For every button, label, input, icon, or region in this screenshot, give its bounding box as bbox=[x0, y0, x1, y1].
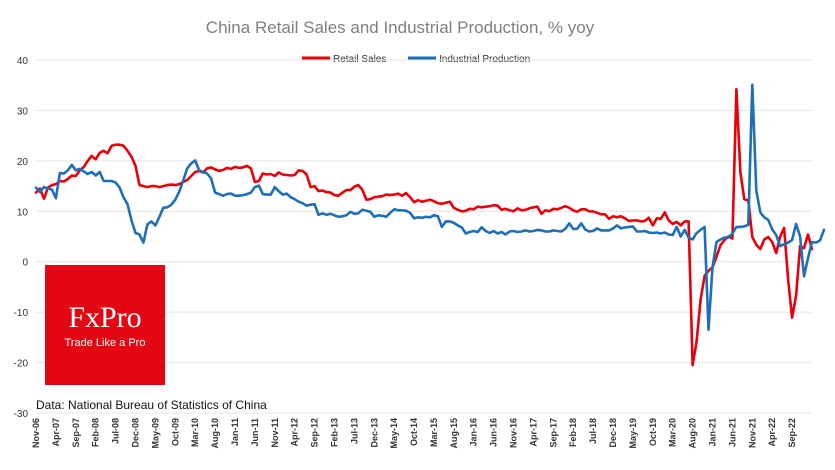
y-tick-label: -30 bbox=[14, 409, 29, 420]
x-tick-label: Sep-12 bbox=[310, 418, 320, 448]
series-line-industrial-production bbox=[34, 83, 826, 332]
x-tick-label: Aug-10 bbox=[210, 418, 220, 449]
y-tick-label: 30 bbox=[17, 106, 29, 117]
x-tick-label: Jul-18 bbox=[588, 418, 598, 444]
y-tick-label: 40 bbox=[17, 56, 29, 67]
x-tick-label: Mar-10 bbox=[190, 418, 200, 447]
x-tick-label: Dec-08 bbox=[130, 418, 140, 448]
logo-tagline: Trade Like a Pro bbox=[64, 337, 146, 349]
x-tick-label: Apr-12 bbox=[290, 418, 300, 447]
x-tick-label: Sep-22 bbox=[787, 418, 797, 448]
x-tick-label: Oct-19 bbox=[648, 418, 658, 446]
x-tick-label: Nov-21 bbox=[747, 418, 757, 448]
x-tick-label: Apr-07 bbox=[51, 418, 61, 447]
y-tick-label: 0 bbox=[22, 258, 28, 269]
x-tick-label: Apr-22 bbox=[767, 418, 777, 447]
x-tick-label: May-09 bbox=[150, 418, 160, 449]
x-tick-label: Aug-15 bbox=[449, 418, 459, 449]
logo-name: FxPro bbox=[68, 301, 142, 334]
y-tick-label: -20 bbox=[14, 359, 29, 370]
x-tick-label: Oct-14 bbox=[409, 418, 419, 446]
x-tick-label: Mar-20 bbox=[668, 418, 678, 447]
fxpro-logo: FxPro Trade Like a Pro bbox=[45, 265, 165, 385]
x-tick-label: May-14 bbox=[389, 418, 399, 449]
y-tick-label: -10 bbox=[14, 308, 29, 319]
x-tick-label: Nov-06 bbox=[31, 418, 41, 448]
y-axis: -30 -20 -10 0 10 20 30 40 bbox=[14, 56, 29, 420]
x-tick-label: Sep-07 bbox=[71, 418, 81, 448]
x-tick-label: Sep-17 bbox=[548, 418, 558, 448]
plot-area bbox=[34, 83, 826, 367]
x-tick-label: Feb-13 bbox=[329, 418, 339, 447]
x-tick-label: May-19 bbox=[628, 418, 638, 449]
x-tick-label: Jun-16 bbox=[489, 418, 499, 447]
x-tick-label: Aug-20 bbox=[688, 418, 698, 449]
x-tick-label: Oct-09 bbox=[170, 418, 180, 446]
y-tick-label: 20 bbox=[17, 157, 29, 168]
x-tick-label: Jan-21 bbox=[708, 418, 718, 447]
x-tick-label: Feb-18 bbox=[568, 418, 578, 447]
grid bbox=[36, 59, 812, 414]
x-tick-label: Nov-16 bbox=[509, 418, 519, 448]
y-tick-label: 10 bbox=[17, 207, 29, 218]
x-tick-label: Jan-11 bbox=[230, 418, 240, 446]
x-tick-label: Dec-13 bbox=[369, 418, 379, 448]
x-axis: Nov-06 Apr-07 Sep-07 Feb-08 Jul-08 Dec-08 May-… bbox=[31, 418, 797, 449]
x-tick-label: Feb-08 bbox=[91, 418, 101, 447]
series-line-retail-sales bbox=[34, 87, 814, 367]
chart-title: China Retail Sales and Industrial Produc… bbox=[206, 18, 595, 37]
x-tick-label: Jun-21 bbox=[727, 418, 737, 447]
x-tick-label: Jun-11 bbox=[250, 418, 260, 447]
x-tick-label: Jul-08 bbox=[111, 418, 121, 444]
x-tick-label: Jan-16 bbox=[469, 418, 479, 447]
x-tick-label: Apr-17 bbox=[528, 418, 538, 447]
x-tick-label: Nov-11 bbox=[270, 418, 280, 448]
x-tick-label: Mar-15 bbox=[429, 418, 439, 447]
x-tick-label: Jul-13 bbox=[349, 418, 359, 444]
source-note: Data: National Bureau of Statistics of C… bbox=[36, 398, 267, 412]
x-tick-label: Dec-18 bbox=[608, 418, 618, 448]
